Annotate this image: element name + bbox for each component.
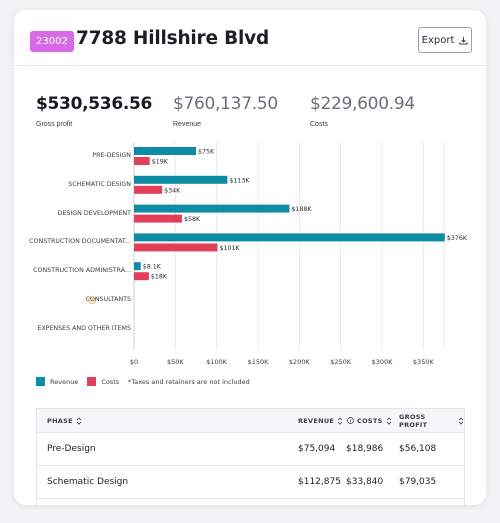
revenue-bar <box>134 175 228 184</box>
bar-value-label: $58K <box>184 216 201 223</box>
revenue-bar <box>134 233 445 242</box>
category-label: CONSTRUCTION DOCUMENTAT... <box>29 238 131 246</box>
x-tick-label: $300K <box>372 358 394 366</box>
costs-value: $229,600.94 <box>310 94 415 114</box>
x-tick-label: $350K <box>413 358 435 366</box>
chart-legend: Revenue Costs *Taxes and retainers are n… <box>36 377 250 386</box>
costs-bar <box>134 272 149 281</box>
job-number-badge: 23002 <box>30 31 74 52</box>
bar-value-label: $19K <box>152 159 169 166</box>
cell-gross-profit: $56,108 <box>399 444 437 454</box>
table-header-row: PHASE REVENUE COSTS GROSS PROFIT <box>37 409 464 433</box>
x-tick-label: $0 <box>130 358 138 366</box>
x-tick-label: $150K <box>248 358 270 366</box>
warning-icon[interactable] <box>88 296 97 304</box>
x-tick-label: $200K <box>289 358 311 366</box>
column-header-gross-profit[interactable]: GROSS PROFIT <box>399 413 464 429</box>
legend-costs: Costs <box>87 377 119 386</box>
table-row[interactable]: Schematic Design $112,875 $33,840 $79,03… <box>37 466 464 499</box>
costs-bar <box>134 157 150 165</box>
revenue-bar <box>134 262 141 271</box>
bar-value-label: $376K <box>447 235 468 242</box>
gross-profit-label: Gross profit <box>36 121 73 128</box>
cell-revenue: $112,875 <box>298 477 341 487</box>
legend-revenue-swatch <box>36 377 45 386</box>
bar-value-label: $188K <box>291 206 312 213</box>
bar-value-label: $113K <box>229 177 250 184</box>
cell-gross-profit: $79,035 <box>399 477 437 487</box>
info-icon[interactable] <box>347 417 354 424</box>
legend-costs-swatch <box>87 377 97 386</box>
bar-value-label: $101K <box>219 245 240 252</box>
category-label: EXPENSES AND OTHER ITEMS <box>37 324 131 332</box>
sort-icon <box>76 416 82 425</box>
category-label: PRE-DESIGN <box>92 152 131 159</box>
revenue-value: $760,137.50 <box>173 94 278 114</box>
table-row[interactable]: Pre-Design $75,094 $18,986 $56,108 <box>37 433 464 466</box>
cell-revenue: $75,094 <box>298 444 336 454</box>
legend-costs-label: Costs <box>101 377 120 386</box>
column-header-phase[interactable]: PHASE <box>47 417 82 425</box>
cell-phase: Pre-Design <box>47 444 96 454</box>
phase-bar-chart: $0 $50K $100K $150K $200K $250K $300K $350K $75K… <box>14 138 486 368</box>
column-header-phase-label: PHASE <box>47 416 73 425</box>
metric-revenue: $760,137.50 Revenue <box>173 94 278 128</box>
sort-icon <box>458 417 464 424</box>
costs-label: Costs <box>310 121 328 128</box>
bar-value-label: $18K <box>151 274 168 281</box>
x-tick-label: $50K <box>167 358 184 366</box>
column-header-costs-label: COSTS <box>357 416 383 425</box>
phase-table: PHASE REVENUE COSTS GROSS PROFIT Pre-Des… <box>36 408 465 505</box>
project-card: 23002 7788 Hillshire Blvd Export $530,53… <box>14 10 486 505</box>
sort-icon <box>386 416 391 425</box>
export-button[interactable]: Export <box>418 27 472 53</box>
bar-value-label: $75K <box>198 149 215 156</box>
page-title: 7788 Hillshire Blvd <box>76 28 270 49</box>
table-row[interactable] <box>37 499 464 505</box>
bar-value-label: $8.1K <box>143 264 162 271</box>
category-label: CONSULTANTS <box>85 296 131 304</box>
column-header-costs[interactable]: COSTS <box>347 417 392 425</box>
metric-costs: $229,600.94 Costs <box>310 94 415 128</box>
card-header: 23002 7788 Hillshire Blvd Export <box>14 10 486 66</box>
x-tick-label: $100K <box>206 358 228 366</box>
legend-revenue-label: Revenue <box>50 377 79 386</box>
download-icon <box>459 36 468 45</box>
gross-profit-value: $530,536.56 <box>36 94 153 114</box>
category-label: DESIGN DEVELOPMENT <box>57 209 131 217</box>
sort-icon <box>337 416 343 425</box>
chart-svg: $0 $50K $100K $150K $200K $250K $300K $350K $75K… <box>130 142 468 366</box>
metric-gross-profit: $530,536.56 Gross profit <box>36 94 152 128</box>
category-label: SCHEMATIC DESIGN <box>68 180 131 188</box>
revenue-bar <box>134 147 196 155</box>
costs-bar <box>134 214 182 223</box>
cell-costs: $33,840 <box>346 477 384 487</box>
bar-value-label: $34K <box>164 187 181 194</box>
column-header-gross-profit-label: GROSS PROFIT <box>399 412 428 429</box>
cell-costs: $18,986 <box>346 444 384 454</box>
export-button-label: Export <box>421 34 455 46</box>
costs-bar <box>134 243 218 252</box>
revenue-bar <box>134 204 290 213</box>
x-tick-label: $250K <box>330 358 352 366</box>
column-header-revenue[interactable]: REVENUE <box>298 417 343 425</box>
category-label: CONSTRUCTION ADMINISTRA... <box>33 267 131 275</box>
chart-footnote: *Taxes and retainers are not included <box>128 377 250 386</box>
legend-revenue: Revenue <box>36 377 78 386</box>
revenue-label: Revenue <box>173 121 202 128</box>
cell-phase: Schematic Design <box>47 477 129 487</box>
column-header-revenue-label: REVENUE <box>298 416 335 425</box>
costs-bar <box>134 185 163 194</box>
